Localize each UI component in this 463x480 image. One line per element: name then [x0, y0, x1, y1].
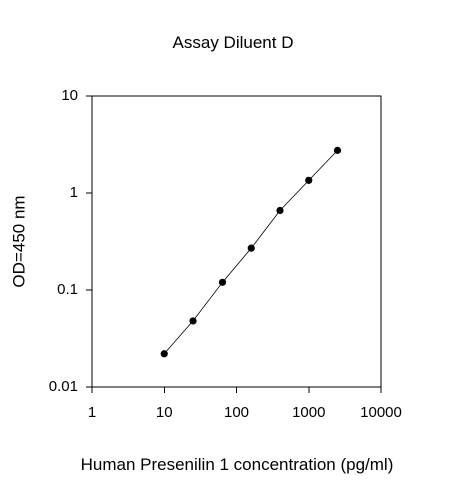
chart-title: Assay Diluent D	[173, 33, 294, 52]
data-point	[333, 146, 342, 154]
plot-frame	[91, 95, 382, 388]
x-tick-label-0: 1	[88, 404, 96, 421]
data-points-layer	[160, 146, 342, 358]
y-axis-label: OD=450 nm	[9, 195, 28, 287]
data-point	[189, 317, 197, 325]
ticks-layer: 1 10 100 1000 10000 0.01 0.1 1 10	[49, 87, 402, 421]
x-axis-label: Human Presenilin 1 concentration (pg/ml)	[81, 455, 394, 474]
y-tick-label-2: 1	[70, 184, 78, 201]
data-point	[247, 244, 255, 252]
data-point	[160, 350, 168, 358]
data-point	[305, 176, 313, 184]
y-tick-label-3: 10	[61, 87, 78, 104]
x-tick-label-2: 100	[224, 404, 249, 421]
x-tick-label-1: 10	[156, 404, 173, 421]
y-tick-label-1: 0.1	[57, 281, 78, 298]
y-tick-label-0: 0.01	[49, 378, 78, 395]
x-tick-label-3: 1000	[292, 404, 325, 421]
data-point	[276, 206, 284, 215]
data-point	[218, 278, 227, 286]
x-tick-label-4: 10000	[360, 404, 402, 421]
